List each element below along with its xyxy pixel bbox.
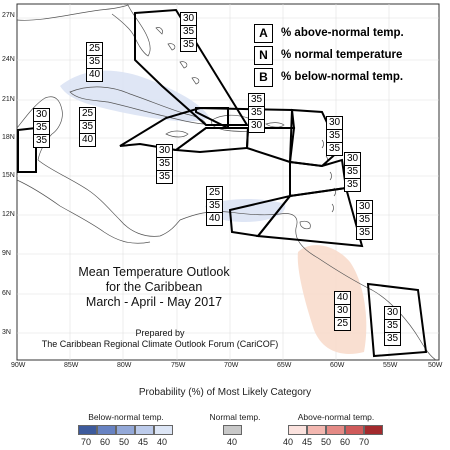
lon-label: 85W (64, 362, 79, 369)
above-tick: 45 (301, 437, 312, 447)
normal-swatch (223, 425, 242, 435)
region-box-suriname: 30 35 35 (384, 306, 401, 346)
region-box-hispaniola: 35 35 30 (248, 93, 265, 133)
lon-label: 60W (330, 362, 345, 369)
above-swatch (345, 425, 364, 435)
lon-label: 65W (277, 362, 292, 369)
region-box-abc: 25 35 40 (206, 186, 223, 226)
above-tick: 40 (282, 437, 293, 447)
lat-label: 9N (2, 250, 11, 257)
prepared-by: Prepared by The Caribbean Regional Clima… (40, 328, 280, 350)
title-line: for the Caribbean (105, 280, 203, 294)
below-tick: 70 (80, 437, 91, 447)
legend-text: % normal temperature (281, 49, 403, 61)
region-box-guyana: 40 30 25 (334, 291, 351, 331)
prepared-line: The Caribbean Regional Climate Outlook F… (41, 339, 279, 349)
zone-abc (228, 194, 293, 238)
below-swatch (154, 425, 173, 435)
below-normal-shade-abc (205, 199, 286, 222)
region-box-bahamas: 30 35 35 (180, 12, 197, 52)
above-swatch (307, 425, 326, 435)
above-swatch (364, 425, 383, 435)
region-box-leeward: 30 35 35 (326, 116, 343, 156)
colorbar-caption: Probability (%) of Most Likely Category (138, 387, 312, 398)
legend-text: % below-normal temp. (281, 71, 404, 83)
lat-label: 21N (2, 96, 15, 103)
lat-label: 3N (2, 329, 11, 336)
zone-leeward (288, 108, 342, 168)
above-tick: 50 (320, 437, 331, 447)
region-box-jamaica-south: 30 35 35 (156, 144, 173, 184)
normal-tick: 40 (226, 437, 237, 447)
lat-label: 27N (2, 12, 15, 19)
region-box-windward: 30 35 35 (344, 152, 361, 192)
below-tick: 50 (118, 437, 129, 447)
forecast-zones (17, 8, 428, 358)
region-box-cayman-jamaica: 25 35 40 (79, 107, 96, 147)
below-tick: 45 (137, 437, 148, 447)
title-line: March - April - May 2017 (85, 295, 223, 309)
below-swatch (97, 425, 116, 435)
lat-label: 6N (2, 290, 11, 297)
legend-letter: A (254, 23, 273, 43)
above-swatch (288, 425, 307, 435)
map-title: Mean Temperature Outlook for the Caribbe… (74, 265, 234, 310)
category-legend: A % above-normal temp. N % normal temper… (254, 22, 444, 88)
below-swatch (116, 425, 135, 435)
above-tick: 60 (339, 437, 350, 447)
zone-suriname (366, 282, 428, 358)
below-tick: 60 (99, 437, 110, 447)
lat-label: 24N (2, 56, 15, 63)
legend-row-above: A % above-normal temp. (254, 22, 444, 44)
coastlines (16, 4, 437, 361)
above-scale-label: Above-normal temp. (297, 412, 375, 422)
below-swatch (78, 425, 97, 435)
lon-label: 70W (224, 362, 239, 369)
lon-label: 80W (117, 362, 132, 369)
zone-bahamas (134, 8, 249, 126)
lon-label: 50W (428, 362, 443, 369)
title-line: Mean Temperature Outlook (78, 265, 230, 279)
legend-letter: B (254, 67, 273, 87)
above-swatch (326, 425, 345, 435)
below-swatch (135, 425, 154, 435)
legend-row-below: B % below-normal temp. (254, 66, 444, 88)
prepared-line: Prepared by (135, 328, 185, 338)
lat-label: 18N (2, 134, 15, 141)
lat-label: 12N (2, 211, 15, 218)
lon-label: 55W (383, 362, 398, 369)
legend-row-normal: N % normal temperature (254, 44, 444, 66)
lat-label: 15N (2, 172, 15, 179)
region-box-trinidad: 30 35 35 (356, 200, 373, 240)
legend-letter: N (254, 45, 273, 65)
region-box-belize: 30 35 35 (33, 108, 50, 148)
region-box-cuba: 25 35 40 (86, 42, 103, 82)
below-scale-label: Below-normal temp. (88, 412, 164, 422)
lon-label: 90W (11, 362, 26, 369)
lon-label: 75W (171, 362, 186, 369)
below-tick: 40 (156, 437, 167, 447)
above-tick: 70 (358, 437, 369, 447)
zone-belize (17, 126, 37, 173)
legend-text: % above-normal temp. (281, 27, 404, 39)
normal-scale-label: Normal temp. (209, 412, 261, 422)
